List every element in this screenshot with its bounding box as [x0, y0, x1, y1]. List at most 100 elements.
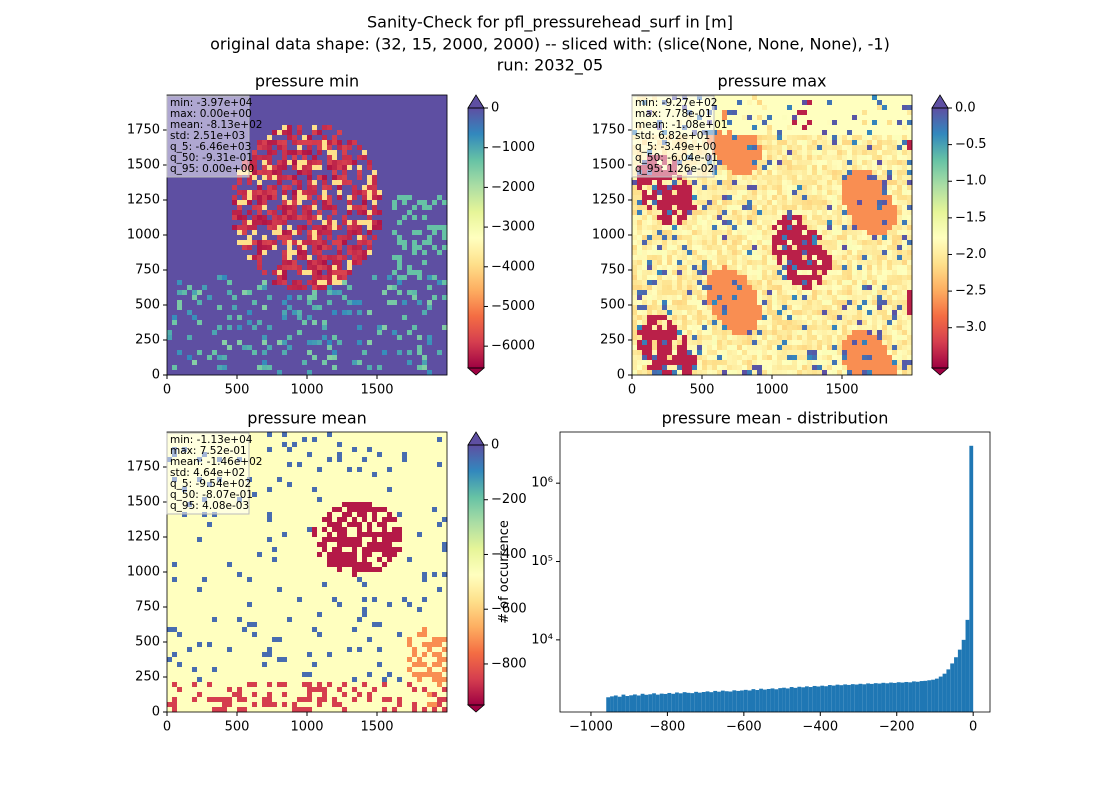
heatmap-cell	[382, 220, 388, 226]
heatmap-cell	[422, 345, 428, 351]
heatmap-cell	[367, 340, 373, 346]
heatmap-cell	[302, 255, 308, 261]
heatmap-cell	[272, 125, 278, 131]
heatmap-cell	[382, 185, 388, 191]
heatmap-cell	[637, 185, 643, 191]
heatmap-cell	[357, 210, 363, 216]
heatmap-cell	[707, 255, 713, 261]
heatmap-cell	[742, 125, 748, 131]
heatmap-cell	[422, 195, 428, 201]
heatmap-cell	[377, 265, 383, 271]
heatmap-cell	[277, 235, 283, 241]
heatmap-cell	[302, 320, 308, 326]
heatmap-cell	[212, 240, 218, 246]
heatmap-cell	[407, 175, 413, 181]
heatmap-cell	[652, 200, 658, 206]
heatmap-cell	[387, 95, 393, 101]
heatmap-cell	[692, 215, 698, 221]
heatmap-cell	[762, 150, 768, 156]
heatmap-cell	[382, 270, 388, 276]
heatmap-cell	[187, 230, 193, 236]
heatmap-cell	[277, 240, 283, 246]
heatmap-cell	[192, 175, 198, 181]
heatmap-cell	[187, 245, 193, 251]
heatmap-cell	[252, 190, 258, 196]
heatmap-cell	[777, 140, 783, 146]
heatmap-cell	[332, 305, 338, 311]
heatmap-cell	[307, 280, 313, 286]
heatmap-cell	[657, 275, 663, 281]
heatmap-cell	[692, 300, 698, 306]
heatmap-cell	[347, 105, 353, 111]
heatmap-cell	[377, 105, 383, 111]
heatmap-cell	[742, 215, 748, 221]
heatmap-cell	[197, 370, 203, 376]
heatmap-cell	[372, 275, 378, 281]
heatmap-cell	[442, 280, 448, 286]
heatmap-cell	[397, 300, 403, 306]
heatmap-cell	[327, 325, 333, 331]
heatmap-cell	[337, 230, 343, 236]
heatmap-cell	[407, 335, 413, 341]
heatmap-cell	[417, 315, 423, 321]
heatmap-cell	[277, 335, 283, 341]
heatmap-cell	[192, 215, 198, 221]
heatmap-cell	[722, 135, 728, 141]
heatmap-cell	[257, 335, 263, 341]
heatmap-cell	[397, 205, 403, 211]
heatmap-cell	[682, 355, 688, 361]
heatmap-cell	[197, 360, 203, 366]
heatmap-cell	[427, 95, 433, 101]
heatmap-cell	[787, 200, 793, 206]
heatmap-cell	[372, 125, 378, 131]
heatmap-cell	[307, 95, 313, 101]
heatmap-cell	[257, 325, 263, 331]
heatmap-cell	[642, 350, 648, 356]
heatmap-cell	[242, 265, 248, 271]
heatmap-cell	[777, 330, 783, 336]
heatmap-cell	[422, 155, 428, 161]
heatmap-cell	[352, 180, 358, 186]
heatmap-cell	[427, 365, 433, 371]
heatmap-cell	[747, 225, 753, 231]
heatmap-cell	[672, 305, 678, 311]
heatmap-cell	[637, 370, 643, 376]
heatmap-cell	[737, 260, 743, 266]
heatmap-cell	[267, 190, 273, 196]
heatmap-cell	[667, 325, 673, 331]
heatmap-cell	[357, 130, 363, 136]
heatmap-cell	[677, 330, 683, 336]
heatmap-cell	[752, 240, 758, 246]
heatmap-cell	[647, 255, 653, 261]
heatmap-cell	[327, 365, 333, 371]
heatmap-cell	[337, 195, 343, 201]
heatmap-cell	[177, 200, 183, 206]
heatmap-cell	[377, 245, 383, 251]
heatmap-cell	[332, 240, 338, 246]
heatmap-cell	[167, 185, 173, 191]
heatmap-cell	[347, 280, 353, 286]
heatmap-cell	[362, 330, 368, 336]
heatmap-cell	[272, 165, 278, 171]
heatmap-cell	[252, 290, 258, 296]
heatmap-cell	[407, 245, 413, 251]
heatmap-cell	[772, 340, 778, 346]
heatmap-cell	[767, 155, 773, 161]
heatmap-cell	[397, 210, 403, 216]
heatmap-cell	[202, 315, 208, 321]
heatmap-cell	[372, 180, 378, 186]
heatmap-cell	[407, 310, 413, 316]
heatmap-cell	[357, 250, 363, 256]
heatmap-cell	[252, 210, 258, 216]
heatmap-cell	[757, 265, 763, 271]
heatmap-cell	[772, 175, 778, 181]
heatmap-cell	[712, 335, 718, 341]
heatmap-cell	[267, 225, 273, 231]
heatmap-cell	[277, 170, 283, 176]
heatmap-cell	[257, 180, 263, 186]
heatmap-cell	[392, 115, 398, 121]
heatmap-cell	[422, 115, 428, 121]
heatmap-cell	[747, 135, 753, 141]
heatmap-cell	[732, 170, 738, 176]
heatmap-cell	[772, 310, 778, 316]
